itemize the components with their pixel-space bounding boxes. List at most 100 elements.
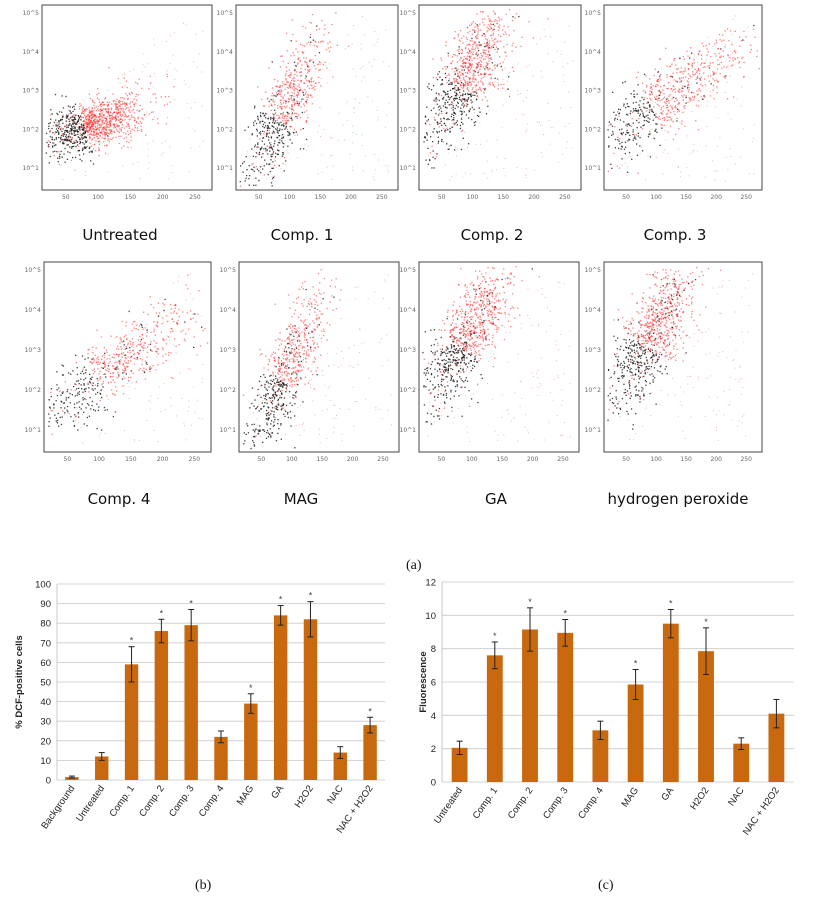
y-tick-label: 30	[40, 717, 51, 728]
scatter-y-tick: 10^2	[25, 387, 42, 394]
scatter-y-tick: 10^5	[400, 10, 417, 17]
x-category-label: H2O2	[293, 783, 316, 810]
scatter-y-tick: 10^1	[585, 165, 602, 172]
scatter-y-tick: 10^5	[585, 10, 602, 17]
x-category-label: H2O2	[688, 785, 711, 812]
y-tick-label: 10	[40, 756, 51, 767]
scatter-y-tick: 10^5	[400, 267, 417, 274]
scatter-panel-label: hydrogen peroxide	[607, 490, 748, 508]
scatter-y-tick: 10^5	[585, 267, 602, 274]
bar	[451, 747, 468, 782]
scatter-x-tick: 100	[286, 456, 298, 463]
scatter-x-tick: 50	[622, 194, 630, 201]
bar	[522, 629, 538, 782]
y-tick-label: 60	[40, 658, 51, 669]
scatter-panel-label: Comp. 4	[88, 490, 151, 508]
significance-marker: *	[309, 591, 313, 601]
x-category-label: Comp. 3	[541, 785, 571, 821]
significance-marker: *	[493, 631, 497, 641]
scatter-y-tick: 10^3	[585, 347, 602, 354]
bar	[273, 615, 288, 780]
scatter-x-tick: 50	[62, 194, 70, 201]
scatter-x-tick: 250	[189, 456, 201, 463]
scatter-x-tick: 200	[345, 194, 357, 201]
y-tick-label: 80	[40, 619, 51, 630]
y-tick-label: 6	[431, 678, 436, 689]
bar	[768, 713, 785, 782]
y-tick-label: 8	[431, 644, 436, 655]
scatter-x-tick: 100	[650, 456, 662, 463]
bar	[698, 651, 714, 782]
scatter-dots	[422, 266, 571, 443]
bar	[95, 756, 109, 780]
x-category-label: Comp. 1	[471, 785, 501, 821]
scatter-x-tick: 100	[92, 194, 104, 201]
bar	[486, 655, 503, 782]
scatter-plot-frame	[418, 4, 582, 191]
x-category-label: Comp. 2	[506, 785, 536, 821]
scatter-x-tick: 100	[466, 456, 478, 463]
x-category-label: Comp. 1	[107, 783, 137, 819]
x-category-label: GA	[269, 783, 286, 801]
y-tick-label: 12	[425, 578, 436, 589]
bar	[592, 730, 609, 782]
y-tick-label: 40	[40, 697, 51, 708]
scatter-y-tick: 10^4	[400, 307, 417, 314]
figure-caption-a: (a)	[406, 558, 422, 573]
x-category-label: NAC	[726, 785, 747, 808]
scatter-dots	[607, 15, 760, 182]
bar	[124, 664, 139, 780]
scatter-y-tick: 10^3	[585, 88, 602, 95]
x-category-label: GA	[659, 785, 676, 803]
scatter-y-tick: 10^1	[217, 165, 234, 172]
scatter-x-tick: 50	[622, 456, 630, 463]
scatter-y-tick: 10^4	[25, 307, 42, 314]
scatter-y-tick: 10^3	[400, 88, 417, 95]
scatter-y-tick: 10^4	[585, 307, 602, 314]
scatter-y-tick: 10^2	[585, 387, 602, 394]
scatter-plot-frame	[41, 4, 213, 191]
y-tick-label: 0	[431, 778, 436, 789]
scatter-x-tick: 50	[255, 194, 263, 201]
scatter-y-tick: 10^1	[25, 427, 42, 434]
x-category-label: Comp. 4	[197, 783, 227, 819]
scatter-plot-frame	[603, 261, 763, 453]
scatter-x-tick: 200	[710, 456, 722, 463]
scatter-y-tick: 10^2	[217, 126, 234, 133]
scatter-plot-frame	[235, 4, 399, 191]
x-category-label: MAG	[620, 785, 641, 809]
scatter-y-tick: 10^2	[585, 126, 602, 133]
significance-marker: *	[189, 598, 193, 608]
x-category-label: Comp. 2	[137, 783, 167, 819]
scatter-y-tick: 10^2	[23, 126, 40, 133]
scatter-y-tick: 10^3	[400, 347, 417, 354]
y-tick-label: 20	[40, 736, 51, 747]
significance-marker: *	[130, 636, 134, 646]
scatter-x-tick: 200	[157, 456, 169, 463]
scatter-x-tick: 150	[498, 194, 510, 201]
x-category-label: MAG	[235, 783, 256, 807]
scatter-y-tick: 10^4	[220, 307, 237, 314]
x-category-label: Comp. 4	[576, 785, 606, 821]
y-tick-label: 0	[46, 776, 51, 787]
bar	[244, 703, 258, 780]
y-tick-label: 10	[425, 611, 436, 622]
scatter-panel-label: Comp. 3	[644, 226, 707, 244]
scatter-y-tick: 10^5	[25, 267, 42, 274]
scatter-y-tick: 10^1	[220, 427, 237, 434]
scatter-y-tick: 10^2	[400, 126, 417, 133]
x-category-label: Untreated	[432, 785, 465, 825]
scatter-x-tick: 100	[467, 194, 479, 201]
scatter-panel: 50 100 150 200 250 10^1 10^2 10^3 10^4 10^5 Untrea…	[23, 4, 213, 244]
scatter-x-tick: 150	[125, 456, 137, 463]
scatter-dots	[48, 273, 209, 444]
y-axis-title: Fluorescence	[418, 651, 429, 712]
bar	[184, 625, 198, 780]
scatter-x-tick: 200	[347, 456, 359, 463]
scatter-x-tick: 250	[376, 194, 388, 201]
scatter-panel: 50 100 150 200 250 10^1 10^2 10^3 10^4 10^5 MAG	[220, 261, 400, 508]
bar	[363, 725, 377, 780]
y-tick-label: 4	[431, 711, 436, 722]
scatter-y-tick: 10^3	[220, 347, 237, 354]
